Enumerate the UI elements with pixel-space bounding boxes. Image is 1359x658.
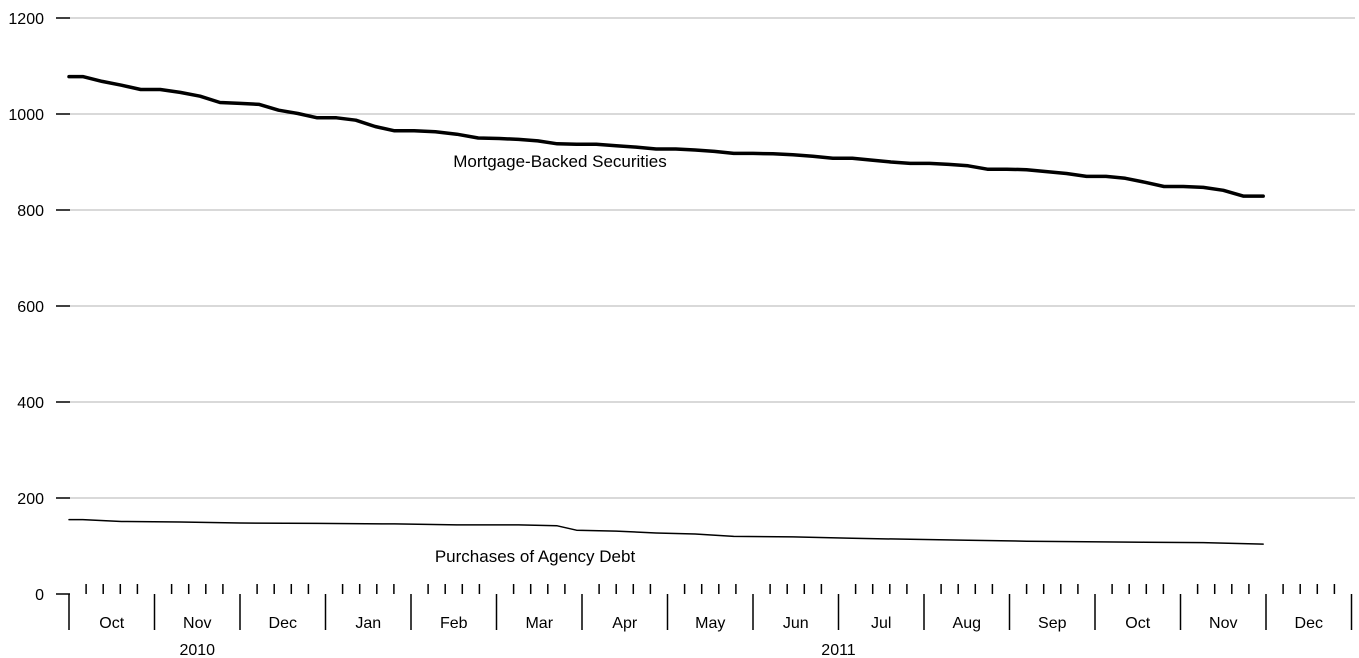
month-label: Jan bbox=[355, 615, 381, 632]
y-tick-label: 0 bbox=[35, 587, 44, 604]
year-label: 2011 bbox=[821, 642, 856, 658]
month-label: Oct bbox=[1125, 615, 1150, 632]
month-label: Jun bbox=[783, 615, 809, 632]
y-tick-label: 1200 bbox=[8, 11, 44, 28]
month-label: Dec bbox=[1295, 615, 1323, 632]
month-label: Sep bbox=[1038, 615, 1067, 632]
x-axis: Oct Nov Dec Jan Feb Mar Apr May Jun Jul Aug Sep Oct N… bbox=[68, 584, 1353, 658]
month-label: Dec bbox=[269, 615, 297, 632]
month-label: Feb bbox=[440, 615, 468, 632]
month-label: Jul bbox=[871, 615, 891, 632]
y-tick-label: 600 bbox=[17, 299, 44, 316]
month-label: Oct bbox=[99, 615, 124, 632]
series-line-agency-debt bbox=[68, 518, 1264, 545]
series-layer bbox=[67, 74, 1265, 545]
month-label: Nov bbox=[183, 615, 211, 632]
y-tick-label: 1000 bbox=[8, 107, 44, 124]
y-tick-label: 400 bbox=[17, 395, 44, 412]
month-label: May bbox=[695, 615, 725, 632]
gridlines bbox=[70, 17, 1355, 499]
y-axis: 0 200 400 600 800 1000 1200 bbox=[8, 11, 70, 604]
series-label-agency-debt: Purchases of Agency Debt bbox=[435, 547, 636, 566]
month-label: Nov bbox=[1209, 615, 1237, 632]
month-label: Aug bbox=[953, 615, 981, 632]
year-label: 2010 bbox=[179, 642, 215, 658]
month-label: Mar bbox=[525, 615, 553, 632]
month-label: Apr bbox=[612, 615, 638, 632]
series-label-mbs: Mortgage-Backed Securities bbox=[453, 152, 667, 171]
y-tick-label: 200 bbox=[17, 491, 44, 508]
y-tick-label: 800 bbox=[17, 203, 44, 220]
series-line-mbs bbox=[67, 74, 1265, 198]
